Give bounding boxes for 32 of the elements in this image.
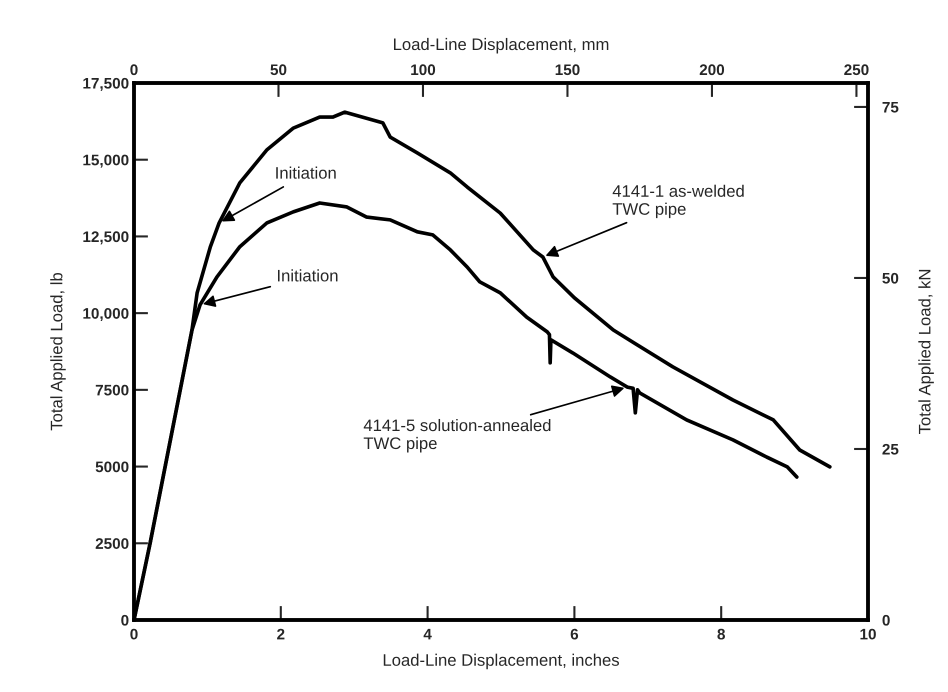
annotation: 4141-1 as-welded TWC pipe <box>612 184 744 218</box>
y-tick-label: 15,000 <box>83 154 129 168</box>
x2-tick-label: 50 <box>270 64 286 76</box>
y-tick-label: 5000 <box>96 461 129 472</box>
x-tick-label: 0 <box>130 628 138 640</box>
x-tick-label: 4 <box>424 628 432 640</box>
y2-tick-label: 0 <box>882 614 890 626</box>
y2-axis-title: Total Applied Load, kN <box>918 270 934 434</box>
x2-tick-label: 150 <box>556 64 580 76</box>
x2-tick-label: 0 <box>130 64 138 76</box>
y-tick-label: 17,500 <box>83 78 129 91</box>
annotation: 4141-5 solution-annealed TWC pipe <box>364 418 550 452</box>
y-axis-title: Total Applied Load, lb <box>50 272 66 430</box>
y-tick-label: 12,500 <box>83 231 129 244</box>
x-tick-label: 10 <box>860 628 876 640</box>
annotation: Initiation <box>276 166 336 179</box>
y-tick-label: 2500 <box>96 538 129 549</box>
y2-tick-label: 50 <box>882 272 898 284</box>
x2-tick-label: 200 <box>700 64 724 76</box>
y-tick-label: 0 <box>121 614 129 626</box>
x2-tick-label: 250 <box>844 64 869 76</box>
x-tick-label: 2 <box>277 628 284 640</box>
y-tick-label: 7500 <box>96 384 129 396</box>
x-axis-title: Load-Line Displacement, inches <box>384 654 619 670</box>
y2-tick-label: 25 <box>882 444 898 455</box>
y-tick-label: 10,000 <box>83 308 129 322</box>
y2-tick-label: 75 <box>882 102 898 113</box>
x2-tick-label: 100 <box>411 64 436 76</box>
x-tick-label: 8 <box>717 628 725 640</box>
x2-axis-title: Load-Line Displacement, mm <box>394 38 608 54</box>
x-tick-label: 6 <box>570 628 578 640</box>
annotation: Initiation <box>278 269 338 282</box>
